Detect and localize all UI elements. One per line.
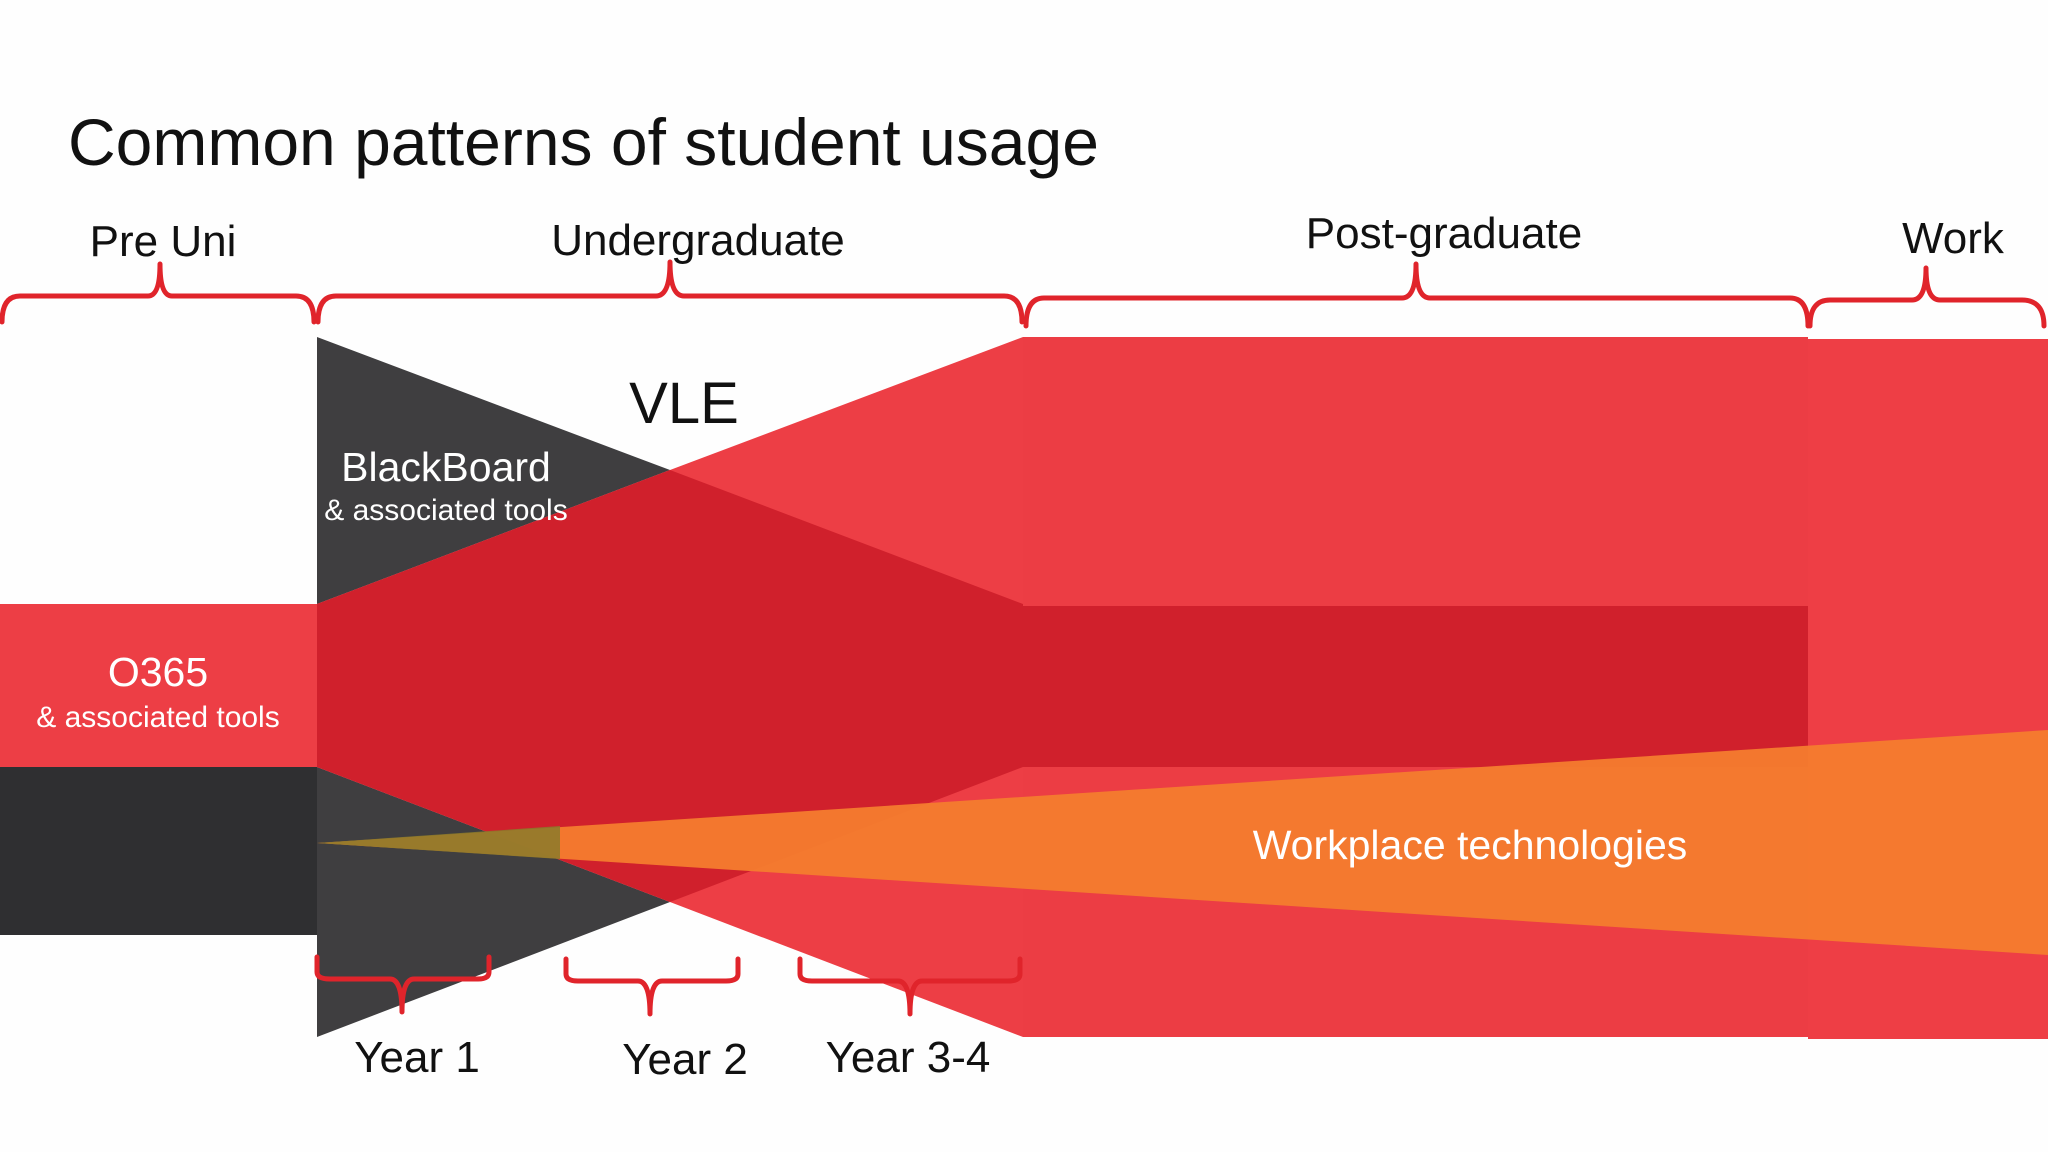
workplace-wedge-tip	[317, 826, 560, 859]
brace-postgraduate	[1023, 261, 1811, 329]
slide-title: Common patterns of student usage	[68, 105, 1099, 179]
stage-label-undergraduate: Undergraduate	[551, 216, 845, 265]
o365-continuing-band	[1023, 606, 1808, 767]
vle-overlap-area	[317, 470, 1023, 902]
brace-undergraduate	[315, 259, 1025, 325]
workplace-label: Workplace technologies	[1253, 822, 1688, 868]
workplace-wedge	[317, 730, 2048, 955]
brace-work	[1807, 265, 2047, 329]
brace-year34	[797, 956, 1023, 1017]
brace-year1	[314, 954, 492, 1015]
stage-label-pre-uni: Pre Uni	[90, 217, 237, 266]
blackboard-label: BlackBoard	[341, 444, 551, 490]
year-label-34: Year 3-4	[826, 1033, 991, 1082]
blackboard-lower-wedge	[317, 767, 670, 1037]
brace-year2	[563, 956, 741, 1017]
blackboard-sublabel: & associated tools	[324, 494, 567, 527]
blackboard-upper-wedge	[317, 337, 670, 604]
stage-label-work: Work	[1902, 214, 2005, 263]
year-label-2: Year 2	[622, 1035, 748, 1084]
year-label-1: Year 1	[354, 1033, 480, 1082]
brace-pre-uni	[0, 261, 317, 325]
pre-uni-dark-band	[0, 767, 317, 935]
stage-label-postgraduate: Post-graduate	[1306, 209, 1582, 258]
vle-label: VLE	[629, 371, 739, 436]
o365-label: O365	[108, 649, 208, 695]
pre-uni-o365-band	[0, 604, 317, 767]
o365-sublabel: & associated tools	[36, 701, 279, 734]
